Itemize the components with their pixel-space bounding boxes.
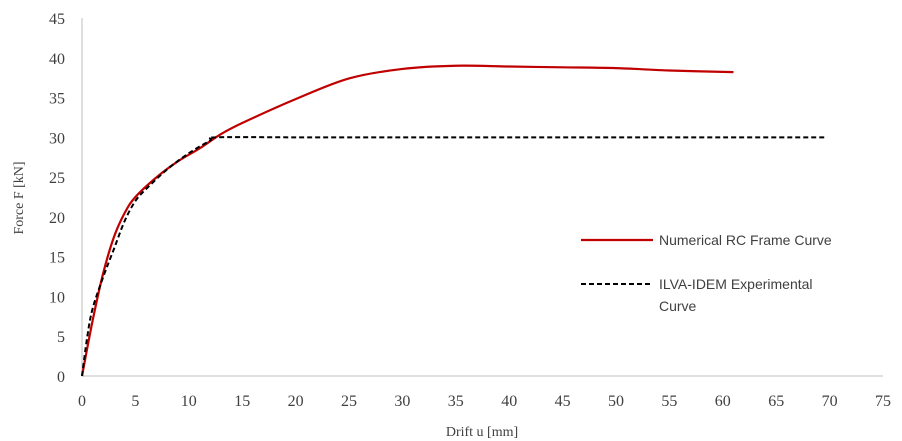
- y-tick-label: 10: [49, 289, 65, 306]
- y-tick-label: 20: [49, 210, 65, 227]
- y-tick-labels: 0 5 10 15 20 25 30 35 40 45: [49, 11, 65, 386]
- x-tick-label: 25: [341, 393, 357, 410]
- x-tick-label: 0: [78, 393, 86, 410]
- x-tick-label: 5: [131, 393, 139, 410]
- x-tick-label: 15: [234, 393, 250, 410]
- y-axis-title: Force F [kN]: [12, 161, 27, 234]
- series-layer: [80, 64, 825, 377]
- x-tick-label: 65: [768, 393, 784, 410]
- legend: Numerical RC Frame Curve ILVA-IDEM Exper…: [581, 232, 832, 314]
- x-tick-label: 10: [181, 393, 197, 410]
- series-line-numerical: [80, 64, 734, 377]
- x-tick-label: 20: [288, 393, 304, 410]
- y-tick-label: 30: [49, 130, 65, 147]
- x-tick-label: 70: [822, 393, 838, 410]
- y-tick-label: 15: [49, 250, 65, 267]
- y-tick-label: 5: [57, 329, 65, 346]
- y-tick-label: 40: [49, 51, 65, 68]
- x-tick-label: 60: [715, 393, 731, 410]
- legend-label-experimental: ILVA-IDEM Experimental Curve: [659, 276, 816, 314]
- x-tick-labels: 0 5 10 15 20 25 30 35 40 45 50 55 60 65 70 75: [78, 393, 891, 410]
- y-tick-label: 25: [49, 170, 65, 187]
- x-tick-label: 35: [448, 393, 464, 410]
- series-line-experimental: [81, 136, 825, 377]
- x-tick-label: 75: [875, 393, 891, 410]
- x-tick-label: 30: [394, 393, 410, 410]
- x-axis-title: Drift u [mm]: [446, 425, 518, 440]
- x-tick-label: 40: [501, 393, 517, 410]
- x-tick-label: 55: [661, 393, 677, 410]
- y-tick-label: 35: [49, 91, 65, 108]
- legend-label-numerical: Numerical RC Frame Curve: [659, 232, 832, 248]
- x-tick-label: 50: [608, 393, 624, 410]
- y-tick-label: 45: [49, 11, 65, 28]
- y-tick-label: 0: [57, 369, 65, 386]
- x-tick-label: 45: [555, 393, 571, 410]
